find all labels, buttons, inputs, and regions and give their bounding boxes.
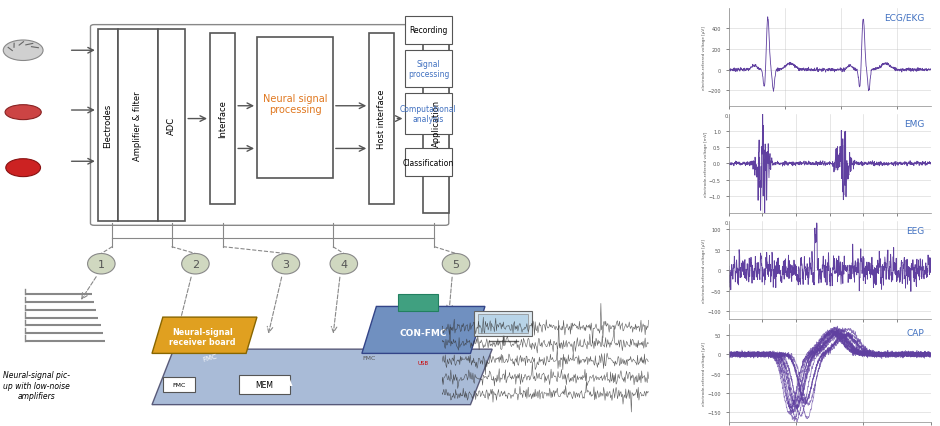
Text: Application: Application	[431, 100, 441, 147]
X-axis label: time [s]: time [s]	[819, 121, 840, 126]
Text: Neural-signal
receiver board: Neural-signal receiver board	[169, 327, 236, 346]
FancyBboxPatch shape	[405, 149, 451, 177]
Text: Host interface: Host interface	[377, 89, 386, 149]
FancyBboxPatch shape	[158, 30, 185, 222]
FancyBboxPatch shape	[405, 51, 451, 87]
Text: FMC: FMC	[363, 355, 376, 360]
Y-axis label: electrode-referred voltage [μV]: electrode-referred voltage [μV]	[702, 26, 706, 89]
FancyBboxPatch shape	[98, 30, 118, 222]
Text: EEG: EEG	[906, 227, 925, 236]
Ellipse shape	[6, 159, 40, 177]
Text: 4: 4	[340, 259, 348, 269]
X-axis label: time [s]: time [s]	[819, 334, 840, 339]
Text: 1: 1	[98, 259, 105, 269]
Text: CON-FMC: CON-FMC	[400, 328, 447, 337]
Text: MEM: MEM	[255, 380, 274, 389]
Y-axis label: electrode-referred voltage [μV]: electrode-referred voltage [μV]	[702, 341, 706, 405]
Text: Electrodes: Electrodes	[103, 104, 113, 148]
Ellipse shape	[3, 41, 43, 61]
FancyBboxPatch shape	[405, 94, 451, 134]
Ellipse shape	[273, 254, 300, 274]
Text: Neural-signal pic-
up with low-noise
amplifiers: Neural-signal pic- up with low-noise amp…	[3, 371, 70, 400]
FancyBboxPatch shape	[399, 295, 438, 311]
Text: ECG/EKG: ECG/EKG	[885, 14, 925, 23]
Y-axis label: electrode-referred voltage [μV]: electrode-referred voltage [μV]	[702, 239, 706, 302]
Text: 2: 2	[192, 259, 199, 269]
FancyBboxPatch shape	[369, 34, 395, 204]
Text: FMC: FMC	[172, 382, 185, 387]
Text: Interface: Interface	[218, 101, 227, 138]
Text: USB: USB	[418, 360, 429, 366]
Y-axis label: electrode-referred voltage [mV]: electrode-referred voltage [mV]	[704, 131, 708, 197]
Text: Computational
analysis: Computational analysis	[400, 104, 457, 124]
FancyBboxPatch shape	[210, 34, 235, 204]
FancyBboxPatch shape	[118, 30, 158, 222]
Text: Recording: Recording	[409, 26, 447, 35]
Text: Neural signal
processing: Neural signal processing	[262, 94, 327, 115]
FancyBboxPatch shape	[163, 377, 196, 392]
FancyBboxPatch shape	[474, 311, 532, 337]
FancyBboxPatch shape	[257, 38, 333, 179]
Polygon shape	[362, 307, 485, 354]
X-axis label: time [s]: time [s]	[819, 227, 840, 232]
Text: ADC: ADC	[167, 117, 176, 135]
Text: Classification: Classification	[403, 158, 454, 167]
Text: EMG: EMG	[904, 120, 925, 129]
Text: Signal
processing: Signal processing	[408, 60, 449, 79]
FancyBboxPatch shape	[478, 314, 528, 333]
Polygon shape	[152, 317, 257, 354]
Ellipse shape	[442, 254, 470, 274]
Ellipse shape	[181, 254, 210, 274]
Text: Amplifier & filter: Amplifier & filter	[133, 91, 142, 161]
FancyBboxPatch shape	[239, 375, 290, 394]
Text: 5: 5	[452, 259, 460, 269]
Text: CAP: CAP	[907, 329, 925, 338]
FancyBboxPatch shape	[405, 17, 451, 45]
Ellipse shape	[5, 105, 41, 120]
Ellipse shape	[87, 254, 115, 274]
Ellipse shape	[330, 254, 357, 274]
Text: 3: 3	[282, 259, 290, 269]
Polygon shape	[152, 349, 493, 405]
Text: FPGA: FPGA	[257, 375, 294, 388]
Text: FMC: FMC	[202, 352, 218, 362]
FancyBboxPatch shape	[423, 34, 448, 213]
